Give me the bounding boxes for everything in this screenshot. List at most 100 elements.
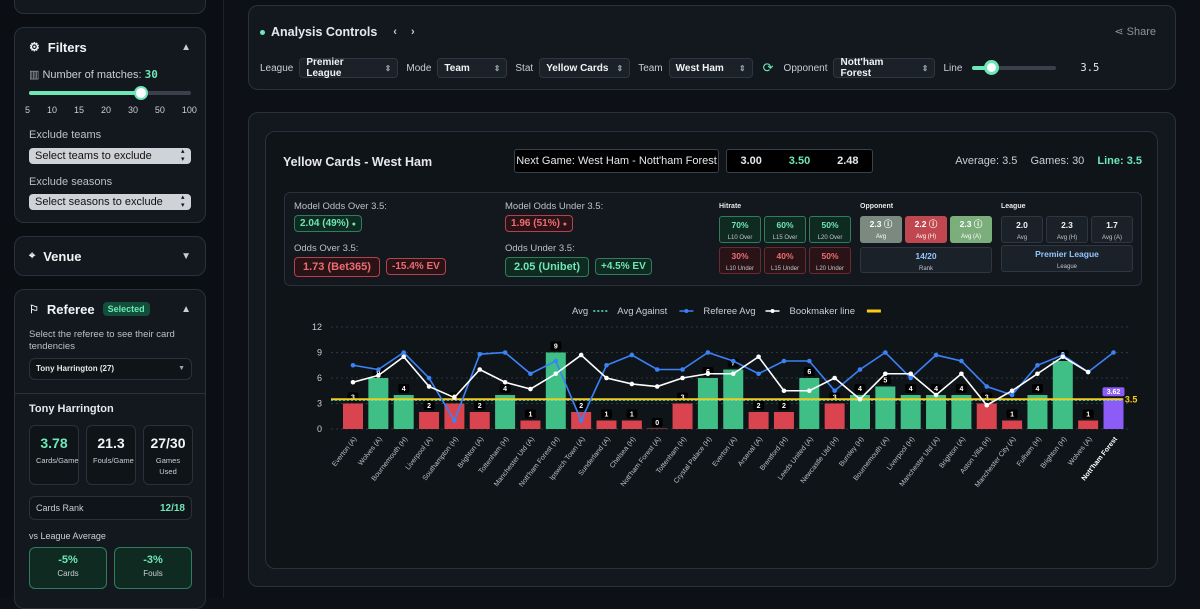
- avg-against-point: [528, 371, 533, 377]
- bar[interactable]: [495, 395, 516, 429]
- bar[interactable]: [748, 412, 769, 429]
- odds-value[interactable]: 3.50: [788, 155, 811, 167]
- referee-stat: 21.3 Fouls/Game: [86, 425, 136, 485]
- bar[interactable]: [647, 428, 668, 430]
- bar[interactable]: [951, 395, 972, 429]
- bar-label-bg: [626, 409, 638, 419]
- chevron-left-icon[interactable]: ‹: [393, 26, 397, 38]
- odds-under-value[interactable]: 2.05 (Unibet): [505, 257, 590, 277]
- avg-against-point: [1111, 350, 1116, 355]
- referee-avg-point: [1009, 388, 1015, 394]
- mode-select[interactable]: Team ⇕: [437, 58, 508, 78]
- filters-header[interactable]: ⚙ Filters ▲: [15, 28, 205, 66]
- referee-select[interactable]: Tony Harrington (27) ▼: [29, 358, 192, 380]
- bar[interactable]: [1078, 420, 1099, 430]
- bar[interactable]: [343, 403, 363, 430]
- chevron-right-icon[interactable]: ›: [410, 26, 415, 38]
- exclude-seasons-select[interactable]: Select seasons to exclude: [29, 194, 191, 210]
- bar-label-bg: [423, 401, 435, 410]
- bar[interactable]: [444, 403, 465, 430]
- team-select[interactable]: West Ham ⇕: [668, 58, 753, 78]
- league-value: Premier League: [306, 57, 344, 79]
- chevron-up-icon[interactable]: ▲: [181, 41, 191, 53]
- legend-marker: [684, 309, 689, 313]
- matches-slider[interactable]: [29, 86, 191, 100]
- bar[interactable]: [875, 386, 896, 430]
- odds-value[interactable]: 2.48: [837, 155, 859, 167]
- referee-avg-point: [502, 379, 508, 385]
- stat-label: Stat: [515, 62, 534, 74]
- referee-avg-point: [883, 371, 888, 377]
- referee-avg-point: [578, 352, 584, 358]
- bar-label-bg: [474, 401, 486, 410]
- bar[interactable]: [900, 395, 921, 429]
- line-slider-handle[interactable]: [983, 60, 999, 75]
- bar[interactable]: [419, 412, 440, 429]
- bar[interactable]: [926, 395, 947, 429]
- opponent-stat-value: 2.3 ⓘ: [869, 219, 893, 229]
- bar-value-label: 2: [478, 403, 482, 410]
- bar-label-bg: [879, 375, 891, 385]
- bar[interactable]: [368, 378, 389, 429]
- hitrate-under: 30% L10 Under: [719, 247, 761, 274]
- hitrate-over: 50% L20 Over: [809, 216, 851, 243]
- avg-against-point: [933, 352, 939, 358]
- swap-icon[interactable]: ⟳: [762, 60, 774, 75]
- bar[interactable]: [621, 420, 642, 430]
- legend-label: Bookmaker line: [790, 306, 855, 317]
- model-under-label: Model Odds Under 3.5:: [505, 201, 604, 212]
- vs-league-value: -5%: [58, 554, 78, 566]
- bar[interactable]: [824, 403, 845, 430]
- bar[interactable]: [773, 412, 794, 429]
- referee-stat: 3.78 Cards/Game: [29, 425, 79, 485]
- matches-ticks: 5 10 15 20 30 50 100: [25, 105, 197, 115]
- league-select[interactable]: Premier League ⇕: [299, 57, 399, 79]
- hitrate-label: L10 Under: [725, 266, 755, 272]
- league-stat-value: 2.0: [1016, 220, 1028, 230]
- bar[interactable]: [520, 420, 541, 430]
- chevron-down-icon[interactable]: ▼: [181, 250, 191, 262]
- tick-label: 20: [100, 105, 111, 115]
- share-button[interactable]: ⋖ Share: [1114, 25, 1156, 38]
- matches-slider-handle[interactable]: [133, 86, 148, 100]
- selected-badge: Selected: [102, 302, 150, 316]
- model-under-text: 1.96 (51%): [511, 218, 560, 229]
- stat-select[interactable]: Yellow Cards ⇕: [539, 58, 631, 78]
- referee-description: Select the referee to see their card ten…: [29, 329, 175, 352]
- bar[interactable]: [1002, 420, 1023, 430]
- next-game: Next Game: West Ham - Nott'ham Forest: [514, 149, 719, 173]
- odds-value[interactable]: 3.00: [740, 155, 762, 167]
- bar[interactable]: [850, 395, 870, 429]
- bar[interactable]: [697, 378, 718, 429]
- referee-avg-point: [1085, 369, 1091, 375]
- bar[interactable]: [1103, 398, 1124, 429]
- hitrate-value: 40%: [776, 251, 794, 261]
- venue-card[interactable]: ⌖ Venue ▼: [14, 236, 206, 276]
- legend-label: Avg Against: [617, 306, 667, 317]
- bar[interactable]: [469, 412, 490, 429]
- odds-over-value[interactable]: 1.73 (Bet365): [294, 257, 380, 277]
- opponent-select[interactable]: Nott'ham Forest ⇕: [833, 57, 936, 79]
- line-slider[interactable]: [972, 60, 1057, 75]
- exclude-teams-select[interactable]: Select teams to exclude: [29, 148, 191, 164]
- bar[interactable]: [799, 378, 820, 429]
- bar[interactable]: [596, 420, 617, 430]
- line-value: 3.5: [1080, 62, 1100, 74]
- chevron-up-icon[interactable]: ▲: [181, 303, 191, 315]
- odds-under-label: Odds Under 3.5:: [505, 243, 575, 254]
- x-tick-label: Brighton (A): [938, 436, 967, 470]
- x-tick-label: Brighton (H): [1040, 436, 1069, 470]
- league-title: League: [1001, 203, 1026, 210]
- analysis-card: Yellow Cards - West Ham Next Game: West …: [265, 131, 1158, 569]
- bar[interactable]: [393, 395, 414, 429]
- bar-value-label: 5: [883, 378, 887, 385]
- bar[interactable]: [976, 403, 997, 430]
- matches-slider-fill: [29, 91, 141, 95]
- hitrate-label: L15 Over: [772, 235, 798, 241]
- bar[interactable]: [1027, 395, 1048, 429]
- whistle-icon: ⚐: [29, 303, 39, 316]
- bar[interactable]: [672, 403, 693, 430]
- bar[interactable]: [1052, 361, 1073, 429]
- opponent-stat: 2.3 ⓘ Avg (A): [950, 216, 992, 243]
- bar-label-bg: [575, 401, 587, 410]
